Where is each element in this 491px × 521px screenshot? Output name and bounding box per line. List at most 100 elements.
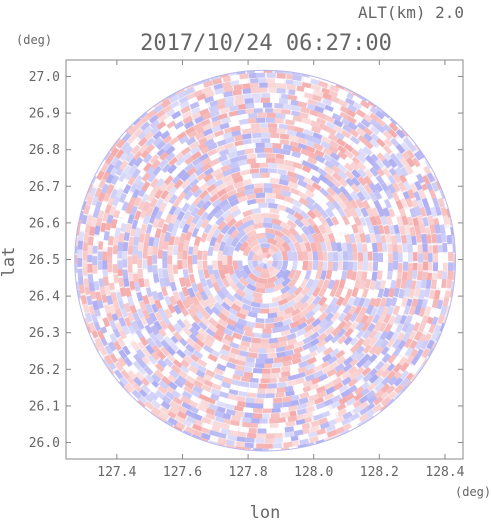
field-cell [342, 411, 353, 420]
field-cell [260, 413, 270, 419]
field-cell [339, 288, 348, 299]
field-cell [322, 251, 329, 261]
field-cell [429, 224, 436, 234]
field-cell [314, 148, 325, 158]
field-cell [260, 423, 270, 429]
field-cell [245, 397, 255, 404]
field-cell [344, 192, 355, 203]
field-cell [142, 309, 151, 320]
field-cell [159, 406, 171, 416]
field-cell [132, 262, 138, 273]
field-cell [421, 271, 428, 281]
field-cell [277, 204, 288, 212]
field-cell [415, 348, 425, 359]
field-cell [369, 138, 380, 148]
field-cell [127, 296, 135, 307]
field-cell [413, 151, 424, 162]
field-cell [106, 184, 115, 195]
field-cell [133, 353, 143, 364]
field-cell [186, 415, 197, 424]
field-cell [314, 358, 325, 367]
field-cell [145, 303, 154, 314]
field-cell [374, 389, 385, 399]
field-cell [187, 245, 194, 255]
field-cell [313, 370, 324, 379]
field-cell [309, 331, 320, 341]
field-cell [293, 286, 304, 297]
field-cell [287, 269, 297, 280]
field-cell [235, 288, 246, 298]
field-cell [132, 333, 142, 344]
field-cell [376, 207, 385, 218]
field-cell [80, 294, 88, 305]
field-cell [267, 237, 278, 246]
field-cell [118, 329, 127, 340]
field-cell [397, 181, 407, 192]
field-cell [446, 234, 453, 245]
field-cell [202, 260, 208, 271]
field-cell [360, 314, 369, 325]
field-cell [157, 249, 163, 259]
field-cell [102, 239, 109, 249]
field-cell [241, 303, 252, 312]
field-cell [278, 214, 289, 224]
field-cell [92, 244, 98, 254]
field-cell [242, 325, 253, 333]
field-cell [275, 241, 286, 253]
field-cell [346, 269, 353, 280]
field-cell [239, 426, 250, 433]
field-cell [227, 151, 238, 159]
field-cell [244, 148, 254, 155]
field-cell [280, 227, 292, 237]
field-cell [215, 277, 225, 289]
field-cell [241, 214, 252, 224]
reflectivity-field [74, 70, 456, 451]
field-cell [148, 312, 158, 323]
field-cell [211, 383, 222, 392]
field-cell [177, 241, 185, 252]
field-cell [140, 192, 150, 203]
field-cell [381, 115, 392, 126]
field-cell [204, 298, 215, 309]
field-cell [345, 397, 356, 407]
field-cell [374, 182, 384, 193]
field-cell [299, 438, 309, 446]
field-cell [358, 395, 369, 405]
field-cell [256, 393, 266, 399]
field-cell [205, 278, 214, 290]
field-cell [217, 220, 227, 231]
field-cell [293, 424, 303, 432]
field-cell [127, 156, 137, 167]
field-cell [258, 262, 265, 269]
field-cell [392, 355, 402, 366]
field-cell [297, 184, 308, 194]
field-cell [281, 241, 292, 252]
field-cell [349, 350, 360, 361]
field-cell [267, 255, 274, 261]
field-cell [222, 264, 230, 275]
field-cell [165, 181, 175, 192]
field-cell [344, 392, 355, 402]
field-cell [291, 352, 302, 360]
field-cell [191, 321, 201, 332]
field-cell [205, 396, 216, 405]
field-cell [183, 348, 194, 359]
field-cell [327, 279, 336, 290]
field-cell [297, 101, 308, 108]
field-cell [219, 396, 229, 404]
field-cell [256, 388, 266, 394]
field-cell [147, 354, 157, 365]
field-cell [169, 129, 180, 139]
field-cell [241, 123, 251, 130]
field-cell [269, 418, 279, 424]
field-cell [245, 143, 256, 150]
field-cell [357, 147, 368, 158]
field-cell [337, 207, 347, 218]
field-cell [325, 193, 336, 204]
field-cell [97, 251, 103, 261]
field-cell [97, 178, 107, 189]
field-cell [263, 182, 273, 188]
field-cell [250, 306, 261, 314]
field-cell [337, 144, 348, 154]
field-cell [251, 127, 261, 134]
